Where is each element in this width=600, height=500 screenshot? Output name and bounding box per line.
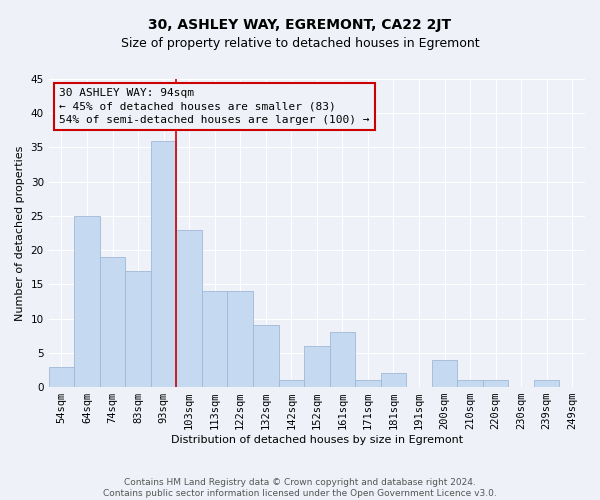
Bar	[227, 291, 253, 387]
Bar	[380, 374, 406, 387]
Text: Size of property relative to detached houses in Egremont: Size of property relative to detached ho…	[121, 38, 479, 51]
Bar	[202, 291, 227, 387]
Y-axis label: Number of detached properties: Number of detached properties	[15, 146, 25, 320]
Bar	[151, 140, 176, 387]
Bar	[329, 332, 355, 387]
Bar	[49, 366, 74, 387]
Bar	[483, 380, 508, 387]
Bar	[534, 380, 559, 387]
Bar	[432, 360, 457, 387]
Bar	[100, 257, 125, 387]
Bar	[253, 326, 278, 387]
Bar	[74, 216, 100, 387]
Bar	[355, 380, 380, 387]
Bar	[457, 380, 483, 387]
Bar	[176, 230, 202, 387]
Bar	[278, 380, 304, 387]
Text: 30 ASHLEY WAY: 94sqm
← 45% of detached houses are smaller (83)
54% of semi-detac: 30 ASHLEY WAY: 94sqm ← 45% of detached h…	[59, 88, 370, 124]
Bar	[125, 270, 151, 387]
Bar	[304, 346, 329, 387]
Text: Contains HM Land Registry data © Crown copyright and database right 2024.
Contai: Contains HM Land Registry data © Crown c…	[103, 478, 497, 498]
X-axis label: Distribution of detached houses by size in Egremont: Distribution of detached houses by size …	[171, 435, 463, 445]
Text: 30, ASHLEY WAY, EGREMONT, CA22 2JT: 30, ASHLEY WAY, EGREMONT, CA22 2JT	[148, 18, 452, 32]
